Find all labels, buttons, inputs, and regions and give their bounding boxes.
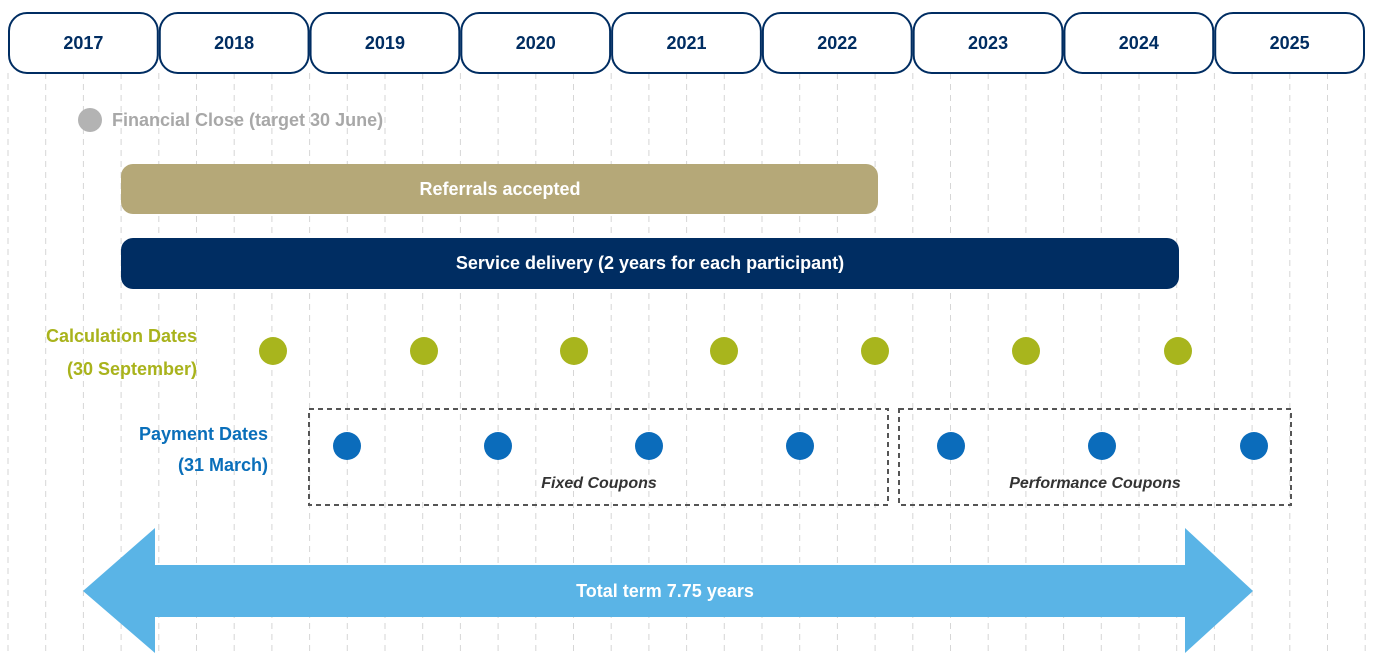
payment-dot <box>1240 432 1268 460</box>
year-label: 2022 <box>817 33 857 53</box>
calc-dot <box>259 337 287 365</box>
calc-dot <box>410 337 438 365</box>
year-label: 2025 <box>1270 33 1310 53</box>
payment-dot <box>635 432 663 460</box>
payment-label: Payment Dates <box>139 424 268 444</box>
referrals-label: Referrals accepted <box>419 179 580 199</box>
calc-dot <box>560 337 588 365</box>
payment-dot <box>1088 432 1116 460</box>
year-label: 2019 <box>365 33 405 53</box>
calc-dot <box>710 337 738 365</box>
term-arrow <box>83 528 1253 653</box>
year-label: 2023 <box>968 33 1008 53</box>
year-box <box>912 12 1064 74</box>
calc-label: (30 September) <box>67 359 197 379</box>
year-box <box>158 12 310 74</box>
year-label: 2024 <box>1119 33 1159 53</box>
term-label: Total term 7.75 years <box>576 581 754 601</box>
performance-label: Performance Coupons <box>1009 475 1181 492</box>
calc-dot <box>1012 337 1040 365</box>
dots <box>259 337 1268 460</box>
year-header: 2017 2018 2019 2020 2021 2022 2023 2024 2025 <box>8 12 1365 74</box>
year-label: 2017 <box>63 33 103 53</box>
payment-dot <box>333 432 361 460</box>
payment-dot <box>937 432 965 460</box>
calc-dot <box>861 337 889 365</box>
year-label: 2018 <box>214 33 254 53</box>
year-box <box>761 12 913 74</box>
close-dot <box>78 108 102 132</box>
service-bar <box>121 238 1179 289</box>
year-label: 2020 <box>516 33 556 53</box>
calc-label: Calculation Dates <box>46 326 197 346</box>
fixed-box <box>308 408 889 506</box>
year-box <box>309 12 461 74</box>
fixed-label: Fixed Coupons <box>541 475 657 492</box>
service-label: Service delivery (2 years for each parti… <box>456 253 844 273</box>
referrals-bar <box>121 164 878 214</box>
year-box <box>1063 12 1215 74</box>
year-box <box>8 12 159 74</box>
payment-label: (31 March) <box>178 455 268 475</box>
year-box <box>460 12 612 74</box>
performance-box <box>898 408 1292 506</box>
year-box <box>1214 12 1365 74</box>
calc-dot <box>1164 337 1192 365</box>
year-label: 2021 <box>666 33 706 53</box>
payment-dot <box>786 432 814 460</box>
close-label: Financial Close (target 30 June) <box>112 110 383 130</box>
payment-dot <box>484 432 512 460</box>
year-box <box>611 12 762 74</box>
